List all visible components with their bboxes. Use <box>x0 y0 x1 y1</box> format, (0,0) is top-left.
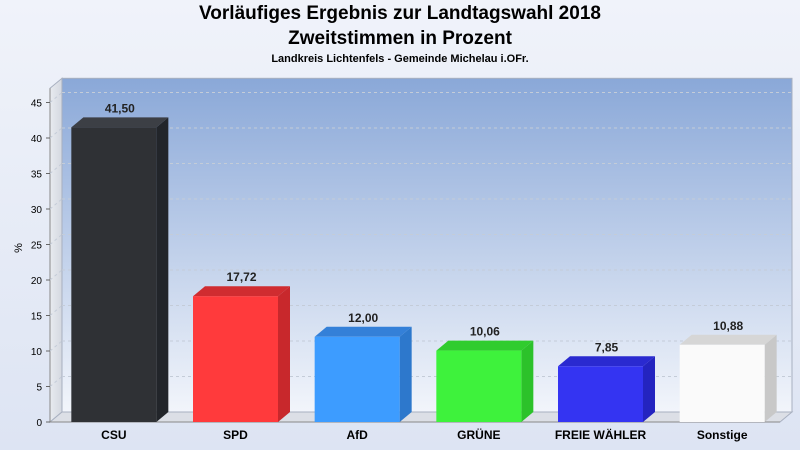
bars: 41,50 17,72 12,00 10,06 7,85 10,88 <box>71 101 777 422</box>
bar-group: 41,50 <box>71 101 169 422</box>
gridline-side <box>49 92 63 103</box>
bar <box>193 296 278 422</box>
bar-side <box>278 286 290 422</box>
gridlines <box>49 92 792 387</box>
bar-top <box>71 117 169 128</box>
bar-side <box>521 340 534 422</box>
bar <box>679 344 765 422</box>
gridline-side <box>49 163 63 174</box>
bar-top <box>436 340 534 351</box>
gridline-side <box>49 376 63 387</box>
bar-top <box>679 334 777 345</box>
y-tick-label: 5 <box>36 383 42 394</box>
x-tick-label: FREIE WÄHLER <box>555 427 647 442</box>
bar-group: 17,72 <box>193 270 290 422</box>
gridline-side <box>49 340 63 352</box>
x-tick-label: SPD <box>223 428 248 442</box>
x-tick-label: AfD <box>347 428 369 442</box>
bar-side <box>399 326 412 422</box>
data-label: 12,00 <box>348 311 378 325</box>
chart-title: Vorläufiges Ergebnis zur Landtagswahl 20… <box>199 3 601 24</box>
data-label: 7,85 <box>595 340 619 354</box>
bar-top <box>314 326 412 337</box>
bar-side <box>764 334 777 422</box>
bar-side <box>156 117 169 422</box>
y-tick-label: 25 <box>31 241 43 252</box>
y-tick-label: 35 <box>31 170 43 181</box>
bar <box>314 336 400 422</box>
y-tick-label: 15 <box>31 312 43 323</box>
chart-subtitle: Zweitstimmen in Prozent <box>288 28 512 49</box>
x-axis: CSU SPD AfD GRÜNE FREIE WÄHLER Sonstige <box>101 427 748 442</box>
data-label: 41,50 <box>105 101 135 115</box>
gridline-side <box>49 305 63 316</box>
data-label: 10,88 <box>713 319 743 333</box>
bar-group: 10,06 <box>436 325 534 422</box>
gridline-side <box>49 269 63 281</box>
plot-back-wall <box>61 77 793 413</box>
bar-group: 10,88 <box>679 319 777 422</box>
bar-side <box>643 356 655 422</box>
bar-group: 7,85 <box>558 340 655 422</box>
bar <box>71 127 157 422</box>
bar-top <box>193 286 290 297</box>
x-tick-label: Sonstige <box>697 428 748 442</box>
y-tick-label: 0 <box>36 418 42 429</box>
y-tick-label: 10 <box>31 347 43 358</box>
bar-group: 12,00 <box>314 311 412 422</box>
bar-top <box>558 356 655 367</box>
gridline-side <box>49 127 63 139</box>
data-label: 17,72 <box>226 270 256 284</box>
data-label: 10,06 <box>470 325 500 339</box>
x-tick-label: GRÜNE <box>457 427 500 442</box>
y-axis: 0 5 10 15 20 25 30 35 40 45 <box>31 99 50 429</box>
gridline-side <box>49 198 63 210</box>
chart-caption: Landkreis Lichtenfels - Gemeinde Michela… <box>271 53 529 65</box>
y-tick-label: 40 <box>31 134 43 145</box>
y-tick-label: 45 <box>31 99 43 110</box>
bar <box>436 350 522 422</box>
x-tick-label: CSU <box>101 428 126 442</box>
y-axis-label: % <box>13 243 25 253</box>
y-tick-label: 20 <box>31 276 43 287</box>
bar <box>558 366 643 422</box>
gridline-side <box>49 234 63 245</box>
y-tick-label: 30 <box>31 205 43 216</box>
